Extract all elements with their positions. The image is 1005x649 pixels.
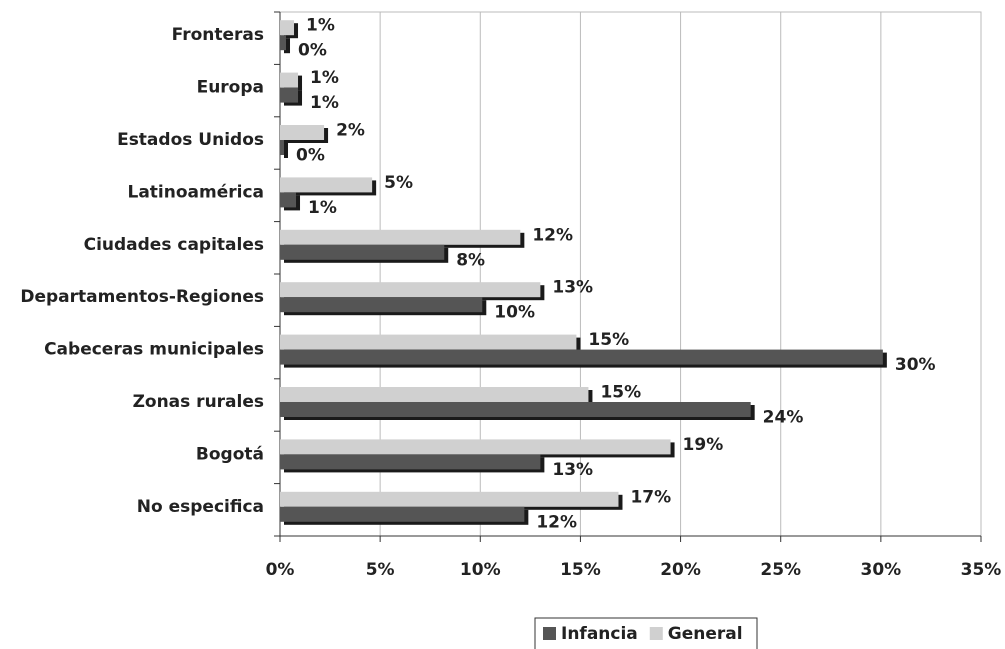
bar: [280, 387, 589, 402]
y-tick-label: Cabeceras municipales: [44, 340, 264, 360]
bar: [280, 72, 299, 88]
bar: [280, 491, 619, 507]
x-tick-label: 15%: [560, 560, 601, 580]
legend-swatch: [649, 627, 663, 640]
x-tick-label: 10%: [460, 560, 501, 580]
bar: [280, 334, 577, 350]
bar: [280, 297, 483, 313]
data-label: 1%: [306, 16, 335, 36]
bar: [280, 35, 287, 51]
bar-shadow: [284, 38, 291, 54]
bar: [280, 244, 445, 260]
bar: [280, 140, 285, 155]
bar: [280, 177, 373, 193]
bar-shadow: [284, 143, 289, 158]
legend-swatch: [543, 627, 556, 640]
data-label: 19%: [683, 435, 724, 455]
data-label: 17%: [630, 487, 671, 507]
y-tick-label: Zonas rurales: [133, 392, 264, 412]
bar: [280, 87, 299, 103]
bar: [280, 20, 295, 36]
data-label: 12%: [536, 512, 577, 532]
data-label: 30%: [895, 355, 936, 375]
y-tick-label: Departamentos-Regiones: [20, 287, 264, 307]
data-label: 15%: [600, 383, 641, 403]
y-tick-label: Latinoamérica: [127, 182, 264, 202]
x-tick-label: 5%: [366, 560, 395, 580]
y-tick-label: Bogotá: [196, 444, 264, 464]
data-label: 12%: [532, 225, 573, 245]
data-label: 8%: [456, 250, 485, 270]
data-label: 2%: [336, 121, 365, 141]
bar: [280, 229, 521, 245]
x-tick-label: 35%: [961, 560, 1002, 580]
data-label: 24%: [763, 408, 804, 428]
y-tick-label: No especifica: [137, 497, 264, 517]
bar: [280, 439, 671, 455]
bar: [280, 125, 325, 140]
y-tick-label: Estados Unidos: [117, 130, 264, 150]
data-label: 10%: [494, 303, 535, 323]
data-label: 1%: [308, 198, 337, 218]
data-label: 1%: [310, 93, 339, 113]
y-tick-label: Fronteras: [172, 25, 264, 45]
bar: [280, 282, 541, 298]
bar: [280, 192, 297, 208]
legend-label: Infancia: [561, 624, 638, 644]
bar: [280, 402, 751, 417]
legend-label: General: [668, 624, 743, 644]
y-tick-label: Ciudades capitales: [84, 235, 264, 255]
bar: [280, 454, 541, 470]
data-label: 13%: [552, 460, 593, 480]
data-label: 13%: [552, 278, 593, 298]
data-label: 1%: [310, 68, 339, 88]
legend-box: [534, 617, 758, 649]
y-tick-label: Europa: [197, 78, 264, 98]
x-tick-label: 25%: [760, 560, 801, 580]
data-label: 0%: [298, 41, 327, 61]
data-label: 0%: [296, 146, 325, 166]
bar: [280, 506, 525, 522]
bar: [280, 349, 883, 365]
x-tick-label: 30%: [861, 560, 902, 580]
x-tick-label: 0%: [266, 560, 295, 580]
data-label: 5%: [384, 173, 413, 193]
data-label: 15%: [588, 330, 629, 350]
x-tick-label: 20%: [660, 560, 701, 580]
